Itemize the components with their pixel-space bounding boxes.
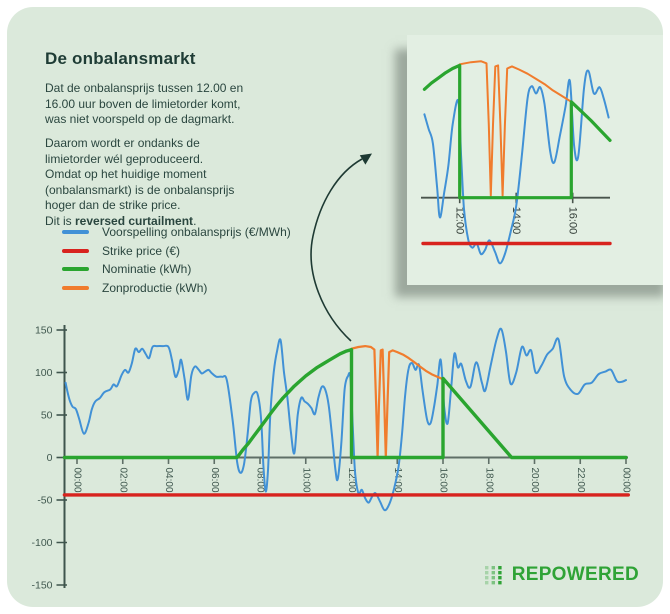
main-chart: 150 100 50 0 -50 -100 -150 00:00 02:00 04:00 06:00… [31, 325, 632, 592]
repowered-logo: REPOWERED [484, 564, 639, 586]
legend-label: Voorspelling onbalansprijs (€/MWh) [102, 225, 291, 240]
svg-text:12:00: 12:00 [346, 468, 357, 493]
orange-line-swatch-icon [62, 285, 89, 290]
svg-text:-150: -150 [31, 580, 52, 592]
svg-text:-50: -50 [37, 495, 52, 507]
svg-text:16:00: 16:00 [567, 207, 579, 235]
explanation-period: . [193, 213, 197, 228]
repowered-dots-icon [484, 565, 502, 584]
page-title: De onbalansmarkt [45, 49, 196, 69]
red-line-swatch-icon [62, 248, 89, 253]
legend-item-nominatie: Nominatie (kWh) [62, 260, 291, 279]
svg-text:16:00: 16:00 [438, 468, 449, 493]
svg-text:14:00: 14:00 [392, 468, 403, 493]
svg-text:50: 50 [41, 410, 53, 422]
legend-item-voorspelling: Voorspelling onbalansprijs (€/MWh) [62, 223, 291, 242]
legend-item-strike-price: Strike price (€) [62, 242, 291, 261]
chart-legend: Voorspelling onbalansprijs (€/MWh) Strik… [62, 223, 291, 297]
svg-text:02:00: 02:00 [117, 468, 128, 493]
svg-text:18:00: 18:00 [483, 468, 494, 493]
intro-paragraph: Dat de onbalansprijs tussen 12.00 en 16.… [45, 81, 244, 126]
infographic-card: De onbalansmarkt Dat de onbalansprijs tu… [7, 7, 663, 607]
svg-text:12:00: 12:00 [454, 207, 466, 235]
svg-text:10:00: 10:00 [300, 468, 311, 493]
blue-line-swatch-icon [62, 230, 89, 235]
svg-text:00:00: 00:00 [72, 468, 83, 493]
svg-text:14:00: 14:00 [510, 207, 522, 235]
legend-label: Strike price (€) [102, 243, 181, 258]
svg-text:04:00: 04:00 [163, 468, 174, 493]
explanation-text: Daarom wordt er ondanks de limietorder w… [45, 136, 235, 228]
legend-label: Zonproductie (kWh) [102, 280, 208, 295]
explanation-paragraph: Daarom wordt er ondanks de limietorder w… [45, 136, 275, 229]
svg-text:150: 150 [35, 325, 53, 337]
svg-text:-100: -100 [31, 537, 52, 549]
svg-text:08:00: 08:00 [255, 468, 266, 493]
svg-text:00:00: 00:00 [621, 468, 632, 493]
inset-chart: 12:00 14:00 16:00 [421, 60, 612, 265]
repowered-wordmark: REPOWERED [511, 564, 639, 585]
legend-item-zonproductie: Zonproductie (kWh) [62, 279, 291, 298]
svg-text:06:00: 06:00 [209, 468, 220, 493]
svg-text:0: 0 [47, 452, 53, 464]
legend-label: Nominatie (kWh) [102, 262, 192, 277]
reversed-curtailment-term: reversed curtailment [75, 213, 194, 228]
green-line-swatch-icon [62, 267, 89, 272]
svg-text:20:00: 20:00 [529, 468, 540, 493]
svg-text:22:00: 22:00 [575, 468, 586, 493]
svg-text:100: 100 [35, 367, 53, 379]
